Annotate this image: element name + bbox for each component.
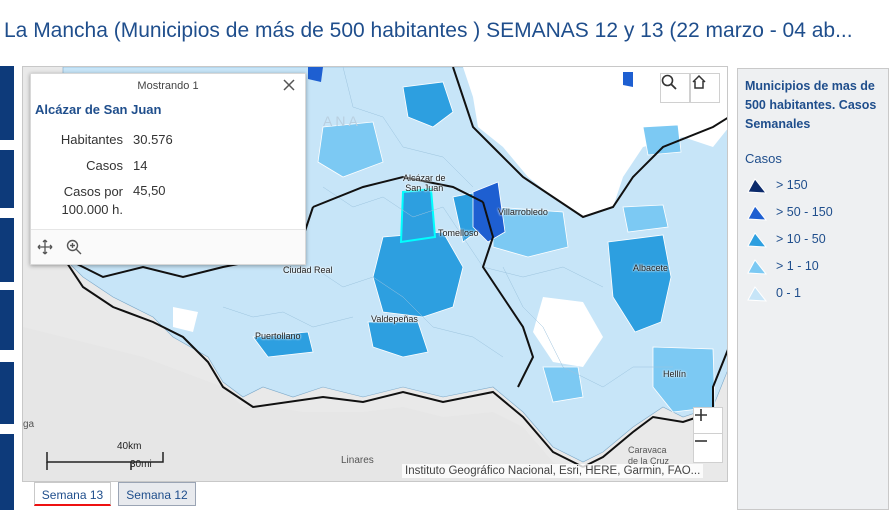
place-label-villarrobledo: Villarrobledo bbox=[498, 207, 548, 217]
popup-feature-name: Alcázar de San Juan bbox=[35, 102, 162, 117]
home-icon bbox=[692, 74, 706, 89]
info-popup: Mostrando 1 Alcázar de San Juan Habitant… bbox=[30, 73, 306, 265]
legend-swatch bbox=[747, 178, 768, 194]
unmapped-area bbox=[463, 67, 727, 217]
scale-bar bbox=[46, 452, 164, 470]
scale-km-label: 40km bbox=[117, 441, 142, 452]
unmapped-area bbox=[173, 307, 198, 332]
minus-icon bbox=[695, 440, 707, 442]
popup-field-key: Casos bbox=[86, 158, 123, 173]
popup-field-value: 45,50 bbox=[133, 183, 166, 198]
legend-swatch bbox=[747, 259, 768, 275]
municipality-villarrobledo[interactable] bbox=[472, 181, 506, 243]
municipality[interactable] bbox=[622, 204, 669, 233]
municipality[interactable] bbox=[542, 366, 584, 403]
search-button[interactable] bbox=[660, 73, 690, 103]
legend-title: Municipios de mas de 500 habitantes. Cas… bbox=[745, 79, 877, 131]
place-label-puertollano: Puertollano bbox=[255, 331, 301, 341]
left-panel-tab[interactable] bbox=[0, 218, 14, 282]
municipality-albacete[interactable] bbox=[607, 234, 672, 333]
place-label-valdepenas: Valdepeñas bbox=[371, 314, 418, 324]
tab-semana-12[interactable]: Semana 12 bbox=[118, 482, 196, 506]
region-label: ANA bbox=[323, 113, 361, 129]
unmapped-area bbox=[533, 297, 603, 367]
outside-area bbox=[23, 327, 581, 481]
municipality[interactable] bbox=[402, 81, 454, 128]
municipality[interactable] bbox=[317, 121, 384, 178]
municipality[interactable] bbox=[308, 67, 323, 82]
page-title: La Mancha (Municipios de más de 500 habi… bbox=[0, 0, 896, 62]
place-label-ciudad-real: Ciudad Real bbox=[283, 265, 333, 275]
place-label-ga: ga bbox=[23, 419, 35, 430]
home-button[interactable] bbox=[690, 73, 720, 103]
legend-swatch bbox=[747, 205, 768, 221]
scale-mi-label: 30mi bbox=[130, 459, 152, 470]
popup-actions bbox=[31, 229, 305, 264]
place-label-hellin: Hellín bbox=[663, 369, 687, 379]
legend-swatch bbox=[747, 286, 768, 302]
municipality[interactable] bbox=[642, 124, 682, 156]
left-panel-strip bbox=[0, 66, 14, 510]
popup-header: Mostrando 1 bbox=[137, 80, 199, 92]
legend-subtitle: Casos bbox=[745, 151, 782, 166]
popup-field-value: 14 bbox=[133, 158, 148, 173]
popup-field-key: Habitantes bbox=[60, 132, 123, 147]
municipality[interactable] bbox=[367, 321, 429, 358]
map-attribution[interactable]: Instituto Geográfico Nacional, Esri, HER… bbox=[402, 464, 704, 478]
place-label-linares: Linares bbox=[341, 455, 374, 466]
place-label-alcazar: Alcázar de San Juan bbox=[403, 173, 446, 193]
place-label-tomelloso: Tomelloso bbox=[438, 228, 479, 238]
popup-field-value: 30.576 bbox=[133, 132, 173, 147]
left-panel-tab[interactable] bbox=[0, 66, 14, 140]
left-panel-tab[interactable] bbox=[0, 434, 14, 510]
zoom-to-icon[interactable] bbox=[66, 239, 82, 255]
legend-swatch bbox=[747, 232, 768, 248]
place-label-caravaca: Caravaca de la Cruz bbox=[628, 445, 670, 466]
move-icon[interactable] bbox=[37, 239, 53, 255]
zoom-out-button[interactable] bbox=[693, 433, 723, 463]
municipality[interactable] bbox=[492, 206, 569, 258]
plus-icon bbox=[695, 409, 707, 421]
municipality[interactable] bbox=[372, 231, 464, 318]
place-label-albacete: Albacete bbox=[633, 263, 669, 273]
tab-semana-13[interactable]: Semana 13 bbox=[34, 482, 111, 506]
left-panel-tab[interactable] bbox=[0, 290, 14, 350]
legend-panel: Municipios de mas de 500 habitantes. Cas… bbox=[737, 68, 889, 510]
popup-field-key: Casos por 100.000 h. bbox=[61, 184, 123, 217]
close-icon[interactable] bbox=[281, 77, 297, 93]
left-panel-tab[interactable] bbox=[0, 150, 14, 208]
search-icon bbox=[661, 74, 677, 90]
map-view[interactable]: Alcázar de San Juan Villarrobledo Tomell… bbox=[22, 66, 728, 482]
left-panel-tab[interactable] bbox=[0, 362, 14, 424]
municipality-puertollano[interactable] bbox=[252, 331, 314, 358]
municipality[interactable] bbox=[623, 72, 633, 87]
